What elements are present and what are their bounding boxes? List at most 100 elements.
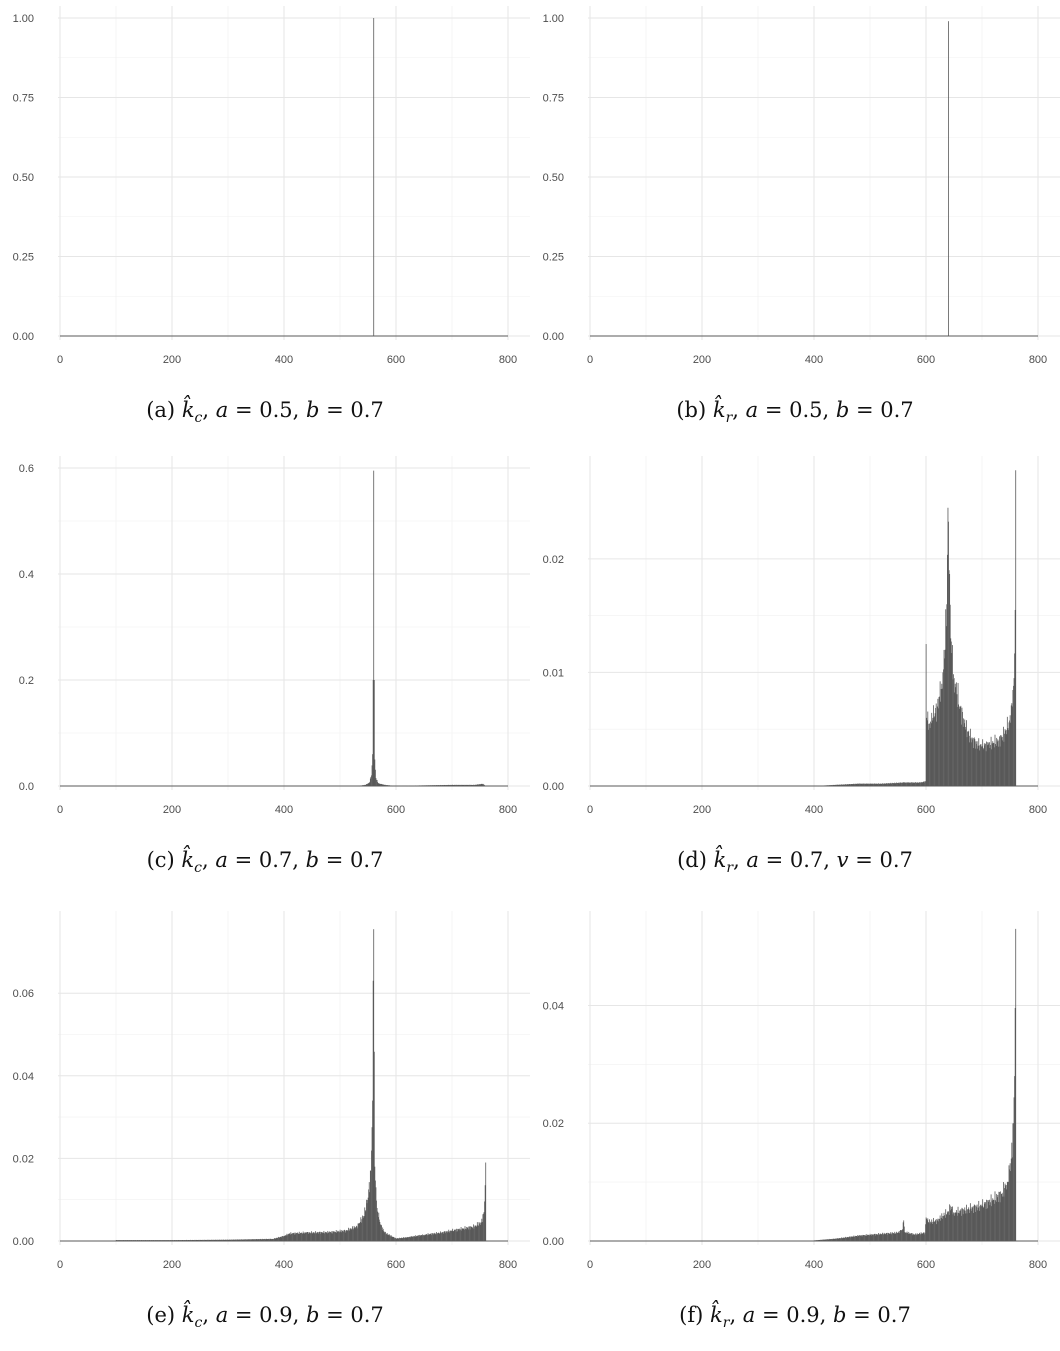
bar [459, 1230, 461, 1241]
bar [920, 1232, 922, 1241]
bar [931, 1221, 933, 1241]
bar [358, 785, 359, 787]
bar [861, 783, 863, 786]
bar [992, 741, 994, 786]
bar [383, 1231, 385, 1241]
bar [374, 1166, 376, 1241]
bar [834, 1238, 836, 1241]
bar [366, 784, 367, 786]
bar [954, 692, 956, 786]
bar [828, 1238, 830, 1241]
bar [966, 737, 968, 786]
bar [259, 1239, 260, 1241]
bar [959, 1210, 961, 1241]
bar [162, 1240, 163, 1241]
bar [357, 1223, 359, 1241]
bar [360, 785, 362, 786]
bar [417, 785, 418, 786]
bar [245, 1239, 247, 1241]
bar [829, 1239, 831, 1241]
bar [224, 1239, 226, 1241]
bar [905, 1232, 906, 1241]
caption-sep: , [733, 848, 747, 872]
bar [919, 782, 921, 786]
bar [186, 1240, 188, 1241]
bar [855, 1235, 856, 1241]
bar [463, 1228, 465, 1241]
bar [883, 783, 885, 786]
bar [999, 736, 1000, 786]
bar [368, 1189, 370, 1241]
bar [362, 1218, 364, 1241]
bar [931, 720, 933, 786]
bar [873, 783, 874, 786]
bar [396, 1238, 398, 1241]
bar [822, 785, 824, 787]
bar [241, 1239, 242, 1241]
bar [298, 1233, 300, 1241]
bar [825, 1239, 827, 1241]
bar [927, 1218, 929, 1241]
bar [449, 1231, 451, 1241]
bar [390, 1235, 392, 1241]
bar [414, 785, 415, 787]
bar [247, 1239, 249, 1241]
bar [952, 679, 954, 786]
bar [861, 783, 863, 786]
bar [447, 1232, 449, 1241]
bar [337, 1230, 339, 1241]
bar [461, 785, 463, 786]
bar [312, 1232, 314, 1241]
bar [436, 1232, 437, 1241]
bar [466, 784, 468, 786]
bar [1000, 737, 1002, 786]
bar [344, 1229, 345, 1241]
bar [1004, 1188, 1005, 1241]
bar [1010, 1171, 1012, 1241]
bar [436, 785, 437, 786]
bar [911, 1233, 912, 1241]
bar [394, 785, 396, 787]
bar [179, 1240, 180, 1241]
bar [963, 1210, 965, 1241]
bar [441, 1232, 443, 1241]
bar [839, 784, 841, 786]
bar [850, 1237, 851, 1241]
bar [411, 785, 413, 787]
bar [434, 1232, 436, 1241]
bar [383, 784, 385, 786]
bar [425, 1234, 427, 1241]
bar [899, 782, 901, 786]
bar [152, 1240, 154, 1241]
bar [349, 1227, 351, 1241]
bar [427, 1233, 429, 1241]
bar [870, 1234, 872, 1241]
bar [930, 1222, 932, 1241]
bar [189, 1240, 190, 1241]
bar [348, 1227, 349, 1241]
panel-caption: (c) k̂c, a = 0.7, b = 0.7 [0, 848, 530, 876]
bar [957, 1206, 959, 1241]
bar [913, 782, 915, 786]
bar [367, 1200, 368, 1241]
bar [978, 738, 980, 786]
chart-panel-a: 0.00 0.25 0.50 0.75 1.00 0 200 400 600 800 (a) k̂c… [0, 0, 530, 446]
bar [904, 782, 906, 786]
bar [951, 1209, 953, 1241]
bar [439, 785, 441, 786]
bar [473, 785, 475, 786]
bar [438, 785, 440, 786]
chart-svg-c: 0.00.20.40.60 200 400 600 800 [19, 456, 530, 816]
bar [357, 785, 358, 787]
bar [403, 1237, 405, 1241]
bar [838, 1238, 840, 1241]
bar [817, 1240, 818, 1241]
bar [961, 724, 962, 786]
bar [871, 783, 873, 786]
bar [845, 784, 847, 786]
bar [178, 1240, 180, 1241]
bar [331, 1231, 333, 1241]
bar [415, 785, 417, 786]
bar [226, 1239, 228, 1241]
bar [266, 1239, 268, 1241]
